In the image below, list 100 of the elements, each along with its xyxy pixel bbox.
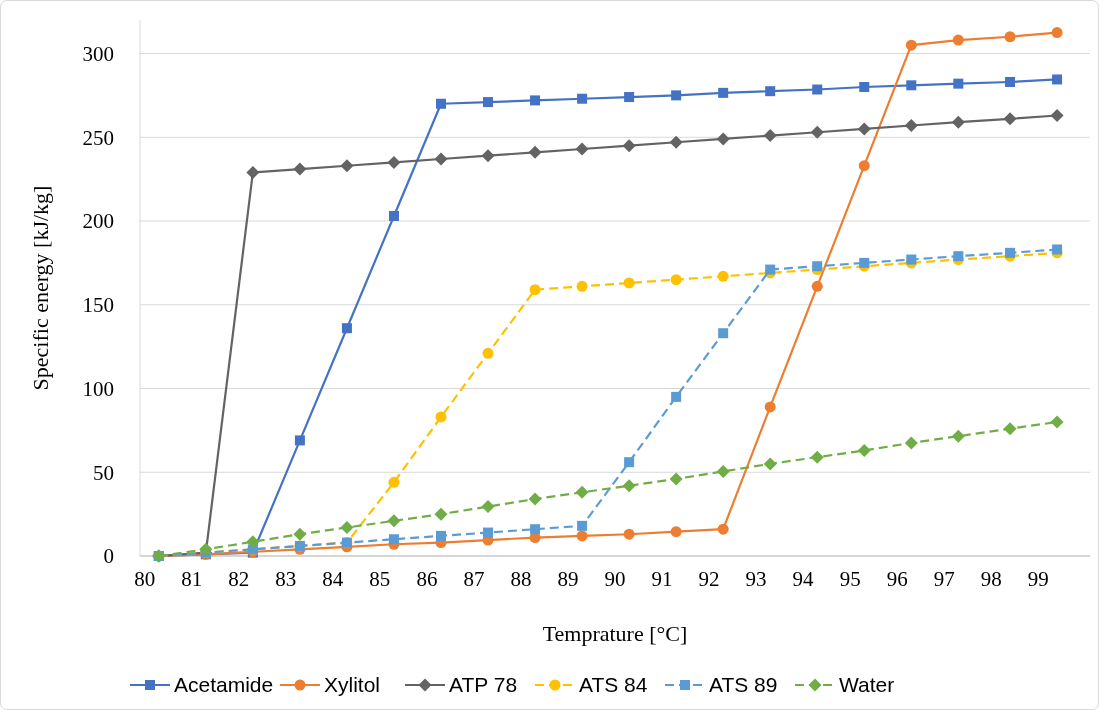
- point: [388, 210, 399, 221]
- point: [669, 135, 683, 149]
- point: [1050, 108, 1064, 122]
- point: [717, 270, 729, 282]
- point: [810, 125, 824, 139]
- point: [811, 280, 823, 292]
- point: [1003, 422, 1017, 436]
- x-tick-label: 89: [557, 567, 579, 591]
- y-tick-label: 300: [82, 41, 114, 66]
- point: [483, 97, 494, 108]
- point: [481, 149, 495, 163]
- point: [435, 530, 446, 541]
- point: [904, 119, 918, 133]
- x-tick-label: 86: [416, 567, 438, 591]
- point: [575, 485, 589, 499]
- x-tick-label: 90: [604, 567, 626, 591]
- point: [905, 39, 917, 51]
- point: [529, 284, 541, 296]
- point: [718, 87, 729, 98]
- x-tick-label: 98: [980, 567, 1002, 591]
- point: [387, 155, 401, 169]
- point: [765, 86, 776, 97]
- point: [952, 34, 964, 46]
- point: [859, 257, 870, 268]
- point: [341, 323, 352, 334]
- point: [483, 527, 494, 538]
- legend-label: ATS 89: [709, 673, 778, 697]
- point: [294, 435, 305, 446]
- x-tick-label: 85: [369, 567, 391, 591]
- x-tick-label: 95: [839, 567, 861, 591]
- point: [434, 152, 448, 166]
- point: [857, 443, 871, 457]
- point: [1051, 27, 1063, 39]
- x-tick-label: 82: [228, 567, 250, 591]
- point: [1003, 112, 1017, 126]
- point: [906, 254, 917, 265]
- y-tick-label: 0: [103, 544, 114, 569]
- point: [812, 84, 823, 95]
- point: [951, 115, 965, 129]
- point: [1004, 31, 1016, 43]
- x-tick-label: 96: [886, 567, 908, 591]
- x-tick-label: 88: [510, 567, 532, 591]
- point: [246, 535, 260, 549]
- point: [622, 479, 636, 493]
- point: [576, 280, 588, 292]
- x-tick-label: 83: [275, 567, 297, 591]
- point: [528, 145, 542, 159]
- point: [388, 534, 399, 545]
- point: [530, 524, 541, 535]
- point: [624, 457, 635, 468]
- y-tick-label: 150: [82, 293, 114, 318]
- point: [671, 391, 682, 402]
- point: [1005, 76, 1016, 87]
- point: [716, 132, 730, 146]
- x-tick-label: 97: [933, 567, 955, 591]
- x-tick-label: 99: [1027, 567, 1049, 591]
- point: [388, 476, 400, 488]
- point: [716, 464, 730, 478]
- point: [482, 347, 494, 359]
- x-axis-title: Temprature [°C]: [542, 621, 688, 646]
- point: [765, 264, 776, 275]
- x-tick-label: 87: [463, 567, 485, 591]
- point: [623, 277, 635, 289]
- point: [435, 98, 446, 109]
- point: [530, 95, 541, 106]
- point: [1050, 415, 1064, 429]
- point: [906, 80, 917, 91]
- point: [293, 162, 307, 176]
- point: [293, 527, 307, 541]
- point: [577, 520, 588, 531]
- point: [717, 523, 729, 535]
- x-tick-label: 94: [792, 567, 815, 591]
- legend-label: Water: [839, 673, 895, 697]
- point: [481, 500, 495, 514]
- point: [577, 93, 588, 104]
- point: [718, 328, 729, 339]
- point: [340, 159, 354, 173]
- point: [858, 160, 870, 172]
- point: [528, 492, 542, 506]
- point: [340, 521, 354, 535]
- point: [763, 457, 777, 471]
- point: [857, 122, 871, 136]
- point: [576, 530, 588, 542]
- point: [199, 542, 213, 556]
- y-tick-label: 200: [82, 209, 114, 234]
- point: [434, 507, 448, 521]
- point: [246, 165, 260, 179]
- y-axis-title: Specific energy [kJ/kg]: [28, 185, 53, 391]
- point: [904, 436, 918, 450]
- point: [953, 78, 964, 89]
- point: [575, 142, 589, 156]
- point: [859, 82, 870, 92]
- point: [764, 401, 776, 413]
- x-tick-label: 84: [322, 567, 344, 591]
- legend-label: Xylitol: [324, 673, 381, 697]
- y-tick-label: 100: [82, 376, 114, 401]
- x-tick-label: 91: [651, 567, 673, 591]
- point: [623, 528, 635, 540]
- legend-label: ATP 78: [449, 673, 518, 697]
- point: [387, 514, 401, 528]
